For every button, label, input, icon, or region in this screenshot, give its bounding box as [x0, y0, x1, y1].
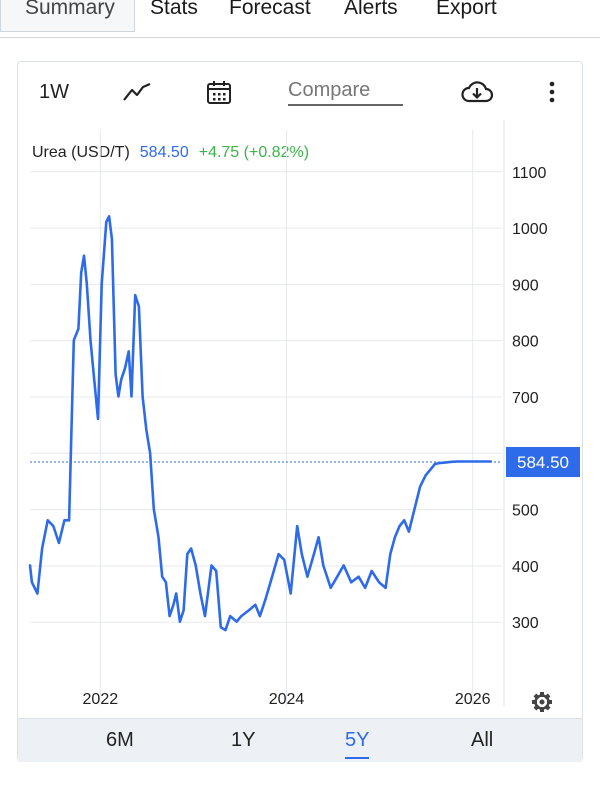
chart-card: 1W Compare: [17, 61, 584, 762]
period-5y[interactable]: 5Y: [345, 729, 370, 759]
tab-alerts[interactable]: Alerts: [344, 0, 398, 19]
legend-price: 584.50: [139, 144, 189, 161]
price-tag: [506, 447, 580, 478]
period-bar: 6M 1Y 5Y All: [18, 718, 582, 762]
cloud-download-icon[interactable]: [459, 78, 495, 106]
period-all[interactable]: All: [471, 729, 494, 751]
tab-stats[interactable]: Stats: [150, 0, 198, 19]
y-tick-label: 700: [512, 390, 539, 407]
y-tick-label: 1100: [512, 165, 547, 182]
top-tabs: Summary Stats Forecast Alerts Export: [0, 0, 600, 38]
tab-forecast[interactable]: Forecast: [229, 0, 311, 19]
legend-change: +4.75 (+0.82%): [198, 144, 310, 161]
x-tick-label: 2022: [83, 691, 119, 708]
x-tick-label: 2024: [269, 691, 305, 708]
y-tick-label: 400: [512, 559, 539, 576]
y-tick-label: 800: [512, 334, 539, 351]
more-vertical-icon[interactable]: [544, 78, 560, 106]
chart-legend: Urea (USD/T) 584.50 +4.75 (+0.82%): [32, 144, 309, 162]
legend-symbol: Urea (USD/T): [32, 144, 130, 161]
price-chart[interactable]: 3004005006007008009001000110020222024202…: [18, 120, 584, 720]
compare-input[interactable]: Compare: [288, 76, 403, 106]
period-6m[interactable]: 6M: [106, 729, 134, 751]
price-tag-label: 584.50: [517, 453, 569, 472]
y-tick-label: 500: [512, 503, 539, 520]
y-tick-label: 900: [512, 277, 539, 294]
chart-toolbar: 1W Compare: [18, 62, 582, 120]
x-tick-label: 2026: [455, 691, 491, 708]
tab-summary[interactable]: Summary: [0, 0, 135, 32]
y-tick-label: 1000: [512, 221, 548, 238]
calendar-icon[interactable]: [204, 78, 234, 106]
tab-export[interactable]: Export: [436, 0, 497, 19]
series-line: [28, 215, 493, 632]
y-tick-label: 300: [512, 615, 539, 632]
gear-icon[interactable]: [532, 692, 552, 712]
period-1y[interactable]: 1Y: [231, 729, 256, 751]
line-chart-icon[interactable]: [120, 78, 154, 106]
interval-button[interactable]: 1W: [39, 80, 69, 103]
